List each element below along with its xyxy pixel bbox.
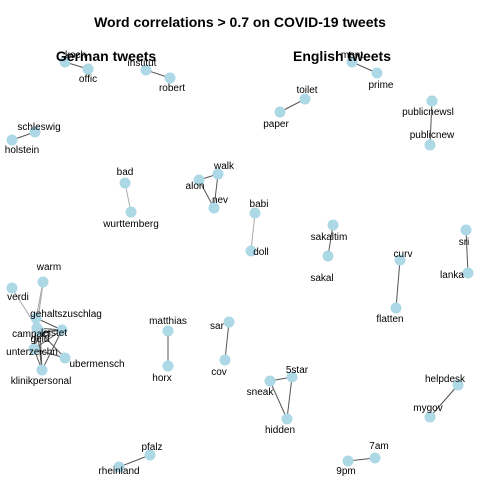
node-warm <box>38 277 49 288</box>
node-label-schleswig: schleswig <box>17 122 60 133</box>
node-sar <box>224 317 235 328</box>
node-label-sar: sar <box>210 321 225 332</box>
node-label-unterzeichn: unterzeichn <box>6 347 58 358</box>
node-label-publicnewsl: publicnewsl <box>402 107 454 118</box>
node-9pm <box>343 456 354 467</box>
node-label-ubermensch: ubermensch <box>69 359 124 370</box>
node-sakal <box>323 251 334 262</box>
node-sri <box>461 225 472 236</box>
node-prime <box>372 68 383 79</box>
panel-title-english: English tweets <box>293 48 391 64</box>
node-holstein <box>7 135 18 146</box>
node-label-rheinland: rheinland <box>98 466 139 477</box>
node-label-bad: bad <box>117 167 134 178</box>
node-label-pfalz: pfalz <box>141 442 162 453</box>
node-publicnew <box>425 140 436 151</box>
node-klinikpersonal <box>37 365 48 376</box>
node-publicnewsl <box>427 96 438 107</box>
node-label-matthias: matthias <box>149 316 187 327</box>
node-label-horx: horx <box>152 373 171 384</box>
node-label-verdi: verdi <box>7 292 29 303</box>
node-label-holstein: holstein <box>5 145 39 156</box>
node-label-lanka: lanka <box>440 270 464 281</box>
node-label-doll: doll <box>253 247 269 258</box>
node-bad <box>120 178 131 189</box>
node-label-robert: robert <box>159 83 185 94</box>
node-label-gehaltszuschlag: gehaltszuschlag <box>30 309 102 320</box>
node-paper <box>275 107 286 118</box>
node-horx <box>163 361 174 372</box>
node-sakaltim <box>328 220 339 231</box>
node-label-paper: paper <box>263 119 289 130</box>
node-7am <box>370 453 381 464</box>
node-label-cov: cov <box>211 367 227 378</box>
node-label-offic: offic <box>79 74 97 85</box>
node-label-klinikpersonal: klinikpersonal <box>11 376 72 387</box>
node-label-warm: warm <box>36 262 61 273</box>
node-label-sakal: sakal <box>310 273 333 284</box>
node-label-nev: nev <box>212 195 228 206</box>
node-label-babi: babi <box>250 199 269 210</box>
node-label-wurttemberg: wurttemberg <box>102 219 159 230</box>
node-label-prime: prime <box>368 80 393 91</box>
node-flatten <box>391 303 402 314</box>
node-label-flatten: flatten <box>376 314 403 325</box>
node-offic <box>83 64 94 75</box>
node-hidden <box>282 414 293 425</box>
node-lanka <box>463 268 474 279</box>
panel-title-german: German tweets <box>56 48 157 64</box>
node-sneak <box>265 376 276 387</box>
node-label-leistet: leistet <box>41 328 67 339</box>
node-label-curv: curv <box>394 249 413 260</box>
node-label-helpdesk: helpdesk <box>425 374 466 385</box>
node-label-walk: walk <box>213 161 235 172</box>
node-label-toilet: toilet <box>296 85 317 96</box>
node-label-sakaltim: sakaltim <box>311 232 348 243</box>
node-label-9pm: 9pm <box>336 466 355 477</box>
node-label-sneak: sneak <box>247 387 275 398</box>
node-wurttemberg <box>126 207 137 218</box>
figure-title: Word correlations > 0.7 on COVID-19 twee… <box>94 14 386 30</box>
node-label-mygov: mygov <box>413 403 442 414</box>
node-label-5star: 5star <box>286 365 309 376</box>
node-label-publicnew: publicnew <box>410 130 455 141</box>
node-label-alon: alon <box>186 181 205 192</box>
node-matthias <box>163 326 174 337</box>
node-robert <box>165 73 176 84</box>
node-cov <box>220 355 231 366</box>
node-label-7am: 7am <box>369 441 388 452</box>
node-label-sri: sri <box>459 237 470 248</box>
node-label-hidden: hidden <box>265 425 295 436</box>
